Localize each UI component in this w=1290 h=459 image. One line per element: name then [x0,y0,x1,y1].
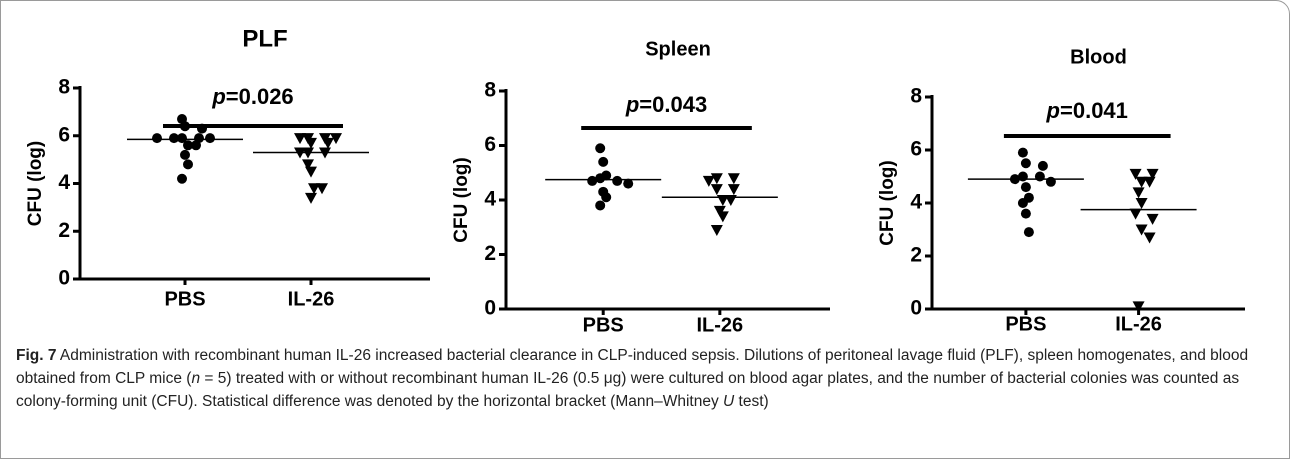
data-point [1143,176,1156,188]
data-point [595,200,606,211]
p-value: p=0.041 [1046,98,1128,123]
data-point [152,133,162,144]
x-tick-label: PBS [583,314,624,336]
data-point [169,133,179,144]
data-point [727,184,740,196]
data-point [587,175,598,186]
x-tick-label: IL-26 [1115,313,1162,335]
data-point [180,149,190,160]
data-point [623,178,634,189]
y-tick-label: 0 [484,297,496,320]
p-symbol: p [625,92,639,117]
y-axis-label: CFU (log) [451,157,472,242]
y-tick-label: 0 [910,297,922,320]
data-point [595,143,606,154]
data-point [1034,171,1045,182]
data-point [1135,176,1148,188]
data-point [1045,176,1056,187]
x-tick-label: PBS [1005,313,1046,335]
data-point [710,224,723,236]
data-point [183,140,193,151]
data-point [1020,158,1031,169]
y-tick-label: 4 [484,188,496,211]
data-point [716,211,729,223]
data-point [1020,182,1031,193]
data-point [598,156,609,167]
p-symbol: p [1046,98,1060,123]
data-point [322,137,334,149]
data-point [177,133,187,144]
y-tick-label: 2 [484,242,496,265]
y-axis-label: CFU (log) [25,141,46,226]
y-tick-label: 6 [910,138,922,161]
y-tick-label: 8 [910,85,922,108]
data-point [1132,187,1145,199]
p-value: p=0.043 [625,92,707,117]
data-point [330,133,342,145]
data-point [294,133,306,145]
caption-text: Administration with recombinant human IL… [16,347,1249,387]
y-tick-label: 2 [58,219,70,242]
data-point [1037,160,1048,171]
data-point [601,192,612,203]
data-point [1146,213,1159,225]
data-point [1135,224,1148,236]
data-point [1129,168,1142,180]
data-point [612,175,623,186]
y-tick-label: 8 [484,79,496,102]
p-value-text: =0.041 [1060,98,1128,123]
x-tick-label: PBS [164,288,205,310]
y-tick-label: 0 [58,267,70,290]
data-point [710,184,723,196]
caption-text: U [723,393,735,410]
data-point [1135,198,1148,209]
chart-title: Blood [1070,46,1127,68]
caption-text: = 5) treated with or without recombinant… [16,370,1240,410]
y-tick-label: 2 [910,244,922,267]
data-point [302,159,314,171]
data-point [305,137,317,149]
p-value: p=0.026 [211,84,293,109]
data-point [183,159,193,170]
data-point [316,183,328,195]
p-value-text: =0.026 [226,84,294,109]
data-point [1143,232,1156,244]
data-point [305,166,317,178]
x-tick-label: IL-26 [696,314,743,336]
y-tick-label: 4 [58,171,70,194]
data-point [191,140,201,151]
data-point [1017,147,1028,158]
data-point [702,175,715,187]
y-tick-label: 4 [910,191,922,214]
data-point [1017,198,1028,208]
data-point [1023,227,1034,238]
y-axis-label: CFU (log) [877,160,898,245]
chart-title: PLF [242,25,287,52]
p-value-text: =0.043 [639,92,707,117]
data-point [1129,208,1142,220]
data-point [177,173,187,184]
data-point [1132,301,1145,313]
caption: Fig. 7 Administration with recombinant h… [16,344,1271,413]
data-point [1020,208,1031,219]
caption-text: Fig. 7 [16,347,57,364]
data-point [308,183,320,195]
y-tick-label: 6 [484,133,496,156]
x-tick-label: IL-26 [288,288,335,310]
data-point [305,192,317,204]
data-point [1146,168,1159,180]
data-point [595,173,606,184]
y-tick-label: 8 [58,76,70,99]
p-symbol: p [211,84,225,109]
chart-title: Spleen [645,38,711,60]
y-tick-label: 6 [58,123,70,146]
data-point [727,173,740,185]
caption-text: test) [734,393,769,410]
caption-text: n [191,370,201,387]
data-point [205,133,215,144]
